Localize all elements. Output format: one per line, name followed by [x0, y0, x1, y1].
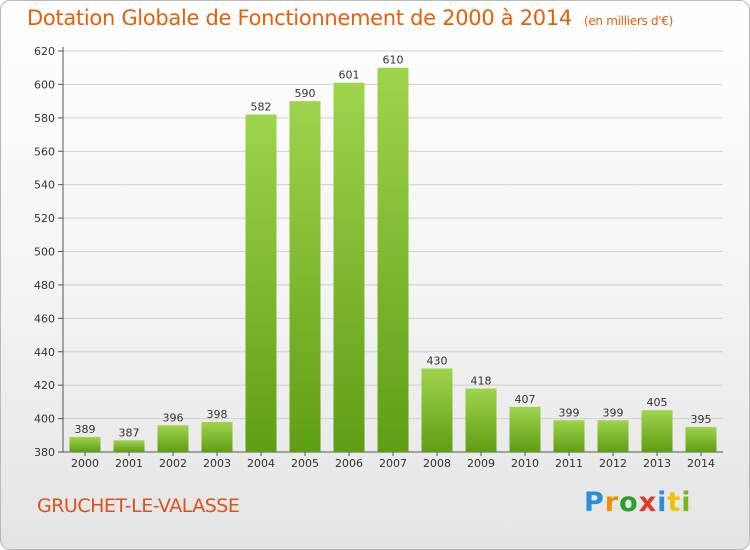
data-label-2006: 601: [339, 69, 360, 82]
data-labels: 389 387 396 398 582 590 601 610 430 418 407 399 399 4…: [75, 54, 712, 440]
y-tick-label: 420: [34, 379, 55, 392]
y-tick-label: 500: [34, 246, 55, 259]
data-label-2007: 610: [383, 54, 404, 67]
bar-2003: [201, 421, 233, 452]
axes: 380 400 420 440 460 480 500 520 540 560 580 600 620 2…: [34, 45, 723, 470]
logo-letter: P: [584, 487, 605, 518]
logo-letter: r: [604, 487, 620, 518]
x-tick-label-2012: 2012: [599, 457, 627, 470]
y-tick-label: 480: [34, 279, 55, 292]
x-tick-label-2011: 2011: [555, 457, 583, 470]
data-label-2008: 430: [427, 354, 448, 367]
data-label-2011: 399: [559, 406, 580, 419]
logo-letter: i: [681, 487, 692, 518]
x-tick-label-2003: 2003: [203, 457, 231, 470]
y-tick-label: 380: [34, 446, 55, 459]
chart-title: Dotation Globale de Fonctionnement de 20…: [27, 6, 673, 30]
bar-2008: [421, 368, 453, 452]
proxiti-logo: Proxiti: [584, 487, 692, 518]
bar-2006: [333, 82, 365, 452]
x-tick-label-2002: 2002: [159, 457, 187, 470]
data-label-2010: 407: [515, 393, 536, 406]
x-tick-label-2007: 2007: [379, 457, 407, 470]
chart-subtitle: (en milliers d'€): [583, 14, 673, 28]
bar-2010: [509, 406, 541, 452]
data-label-2005: 590: [295, 87, 316, 100]
data-label-2001: 387: [119, 426, 140, 439]
data-label-2014: 395: [691, 413, 712, 426]
logo-letter: t: [667, 487, 682, 518]
bar-2011: [553, 420, 585, 452]
data-label-2012: 399: [603, 406, 624, 419]
chart-title-text: Dotation Globale de Fonctionnement de 20…: [27, 6, 572, 30]
y-tick-label: 520: [34, 212, 55, 225]
x-tick-label-2001: 2001: [115, 457, 143, 470]
x-tick-label-2014: 2014: [687, 457, 715, 470]
logo-letter: i: [657, 487, 668, 518]
commune-name: GRUCHET-LE-VALASSE: [37, 495, 240, 517]
y-tick-label: 620: [34, 45, 55, 58]
x-tick-label-2005: 2005: [291, 457, 319, 470]
logo-letter: o: [619, 487, 639, 518]
data-label-2004: 582: [251, 100, 272, 113]
bar-2004: [245, 114, 277, 452]
x-tick-label-2006: 2006: [335, 457, 363, 470]
data-label-2013: 405: [647, 396, 668, 409]
x-tick-label-2008: 2008: [423, 457, 451, 470]
data-label-2002: 396: [163, 411, 184, 424]
logo-letter: x: [638, 487, 658, 518]
bar-2001: [113, 440, 145, 452]
y-tick-label: 600: [34, 78, 55, 91]
data-label-2009: 418: [471, 375, 492, 388]
x-tick-label-2000: 2000: [71, 457, 99, 470]
y-tick-label: 540: [34, 179, 55, 192]
y-tick-label: 580: [34, 112, 55, 125]
y-tick-label: 400: [34, 413, 55, 426]
bar-2009: [465, 388, 497, 452]
y-tick-label: 440: [34, 346, 55, 359]
bar-2005: [289, 101, 321, 452]
bar-2012: [597, 420, 629, 452]
bar-2013: [641, 410, 673, 452]
x-tick-label-2013: 2013: [643, 457, 671, 470]
bar-2002: [157, 425, 189, 452]
y-tick-label: 460: [34, 312, 55, 325]
x-tick-label-2010: 2010: [511, 457, 539, 470]
bar-2007: [377, 67, 409, 452]
data-label-2000: 389: [75, 423, 96, 436]
x-tick-label-2009: 2009: [467, 457, 495, 470]
bar-2014: [685, 426, 717, 452]
bar-2000: [69, 436, 101, 452]
data-label-2003: 398: [207, 408, 228, 421]
y-tick-label: 560: [34, 145, 55, 158]
bars: [69, 67, 717, 452]
x-tick-label-2004: 2004: [247, 457, 275, 470]
